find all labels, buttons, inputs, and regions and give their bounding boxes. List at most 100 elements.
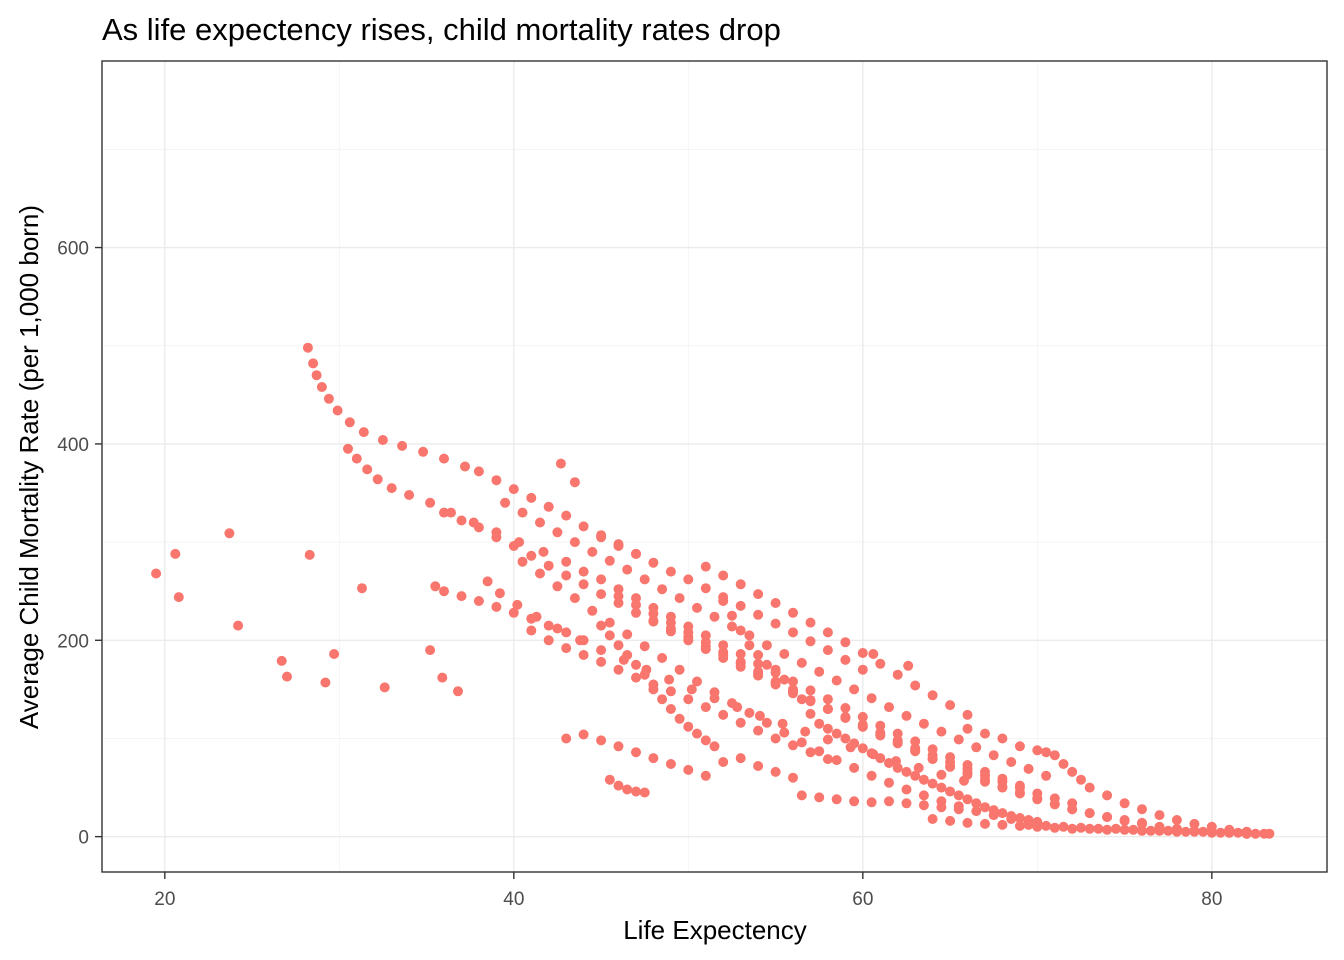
data-point — [1014, 780, 1025, 791]
data-point — [700, 561, 711, 572]
data-point — [1137, 804, 1147, 815]
data-point — [1014, 741, 1025, 752]
data-point — [753, 658, 764, 669]
data-point — [927, 778, 938, 789]
data-point — [805, 636, 816, 647]
x-axis: 20 40 60 80 — [154, 872, 1222, 910]
data-point — [1023, 763, 1034, 774]
data-point — [1250, 828, 1261, 839]
data-point — [596, 645, 607, 656]
data-point — [622, 564, 633, 575]
data-point — [1233, 827, 1243, 838]
data-point — [796, 790, 807, 801]
data-point — [674, 593, 685, 604]
data-point — [456, 515, 467, 526]
data-point — [849, 738, 860, 749]
data-point — [831, 728, 842, 739]
data-point — [631, 786, 641, 797]
data-point — [753, 589, 764, 600]
data-point — [683, 574, 694, 585]
data-point — [988, 750, 999, 761]
data-point — [437, 672, 448, 683]
data-point — [683, 694, 694, 705]
data-point — [1076, 774, 1086, 785]
data-point — [596, 589, 607, 600]
data-point — [927, 753, 938, 764]
data-point — [500, 497, 511, 508]
data-point — [1014, 820, 1025, 831]
data-point — [1032, 745, 1043, 756]
data-point — [302, 342, 313, 353]
data-point — [1058, 821, 1069, 832]
x-tick-label: 60 — [852, 889, 873, 910]
data-point — [648, 753, 659, 764]
data-point — [910, 745, 921, 756]
data-point — [491, 475, 502, 486]
data-point — [377, 435, 388, 445]
data-point — [735, 600, 746, 611]
data-point — [727, 621, 737, 632]
data-point — [491, 532, 502, 543]
data-point — [718, 640, 729, 651]
data-point — [857, 648, 868, 658]
data-point — [639, 787, 650, 798]
data-point — [718, 596, 729, 606]
data-point — [910, 680, 921, 691]
data-point — [631, 747, 641, 758]
y-tick-label: 600 — [57, 239, 89, 260]
data-point — [700, 702, 711, 713]
data-point — [517, 556, 528, 567]
data-point — [1084, 823, 1095, 834]
data-point — [538, 546, 549, 557]
data-point — [657, 584, 668, 595]
data-point — [494, 588, 505, 599]
data-point — [404, 490, 415, 500]
data-point — [1014, 813, 1025, 823]
data-point — [1076, 822, 1086, 833]
data-point — [657, 653, 668, 663]
data-point — [709, 741, 720, 752]
data-point — [587, 605, 598, 616]
data-point — [831, 675, 842, 686]
data-point — [1041, 747, 1052, 758]
data-point — [744, 630, 755, 641]
data-point — [927, 690, 938, 701]
data-point — [543, 560, 554, 571]
x-tick-label: 80 — [1201, 889, 1222, 910]
scatter-points — [151, 342, 1275, 839]
data-point — [439, 453, 449, 464]
data-point — [997, 781, 1008, 792]
data-point — [779, 727, 790, 738]
data-point — [1067, 823, 1078, 834]
data-point — [918, 800, 929, 811]
data-point — [358, 427, 369, 438]
data-point — [639, 669, 650, 680]
data-point — [753, 725, 764, 736]
data-point — [1067, 766, 1078, 777]
data-point — [664, 674, 675, 685]
data-point — [875, 720, 886, 731]
data-point — [962, 709, 973, 720]
data-point — [735, 625, 746, 636]
data-point — [857, 664, 868, 675]
data-point — [831, 794, 842, 805]
data-point — [910, 770, 921, 781]
data-point — [884, 796, 894, 807]
data-point — [1084, 808, 1095, 819]
data-point — [953, 790, 964, 801]
data-point — [866, 770, 877, 781]
data-point — [631, 607, 641, 618]
data-point — [735, 649, 746, 659]
data-point — [700, 735, 711, 746]
data-point — [372, 474, 383, 485]
data-point — [329, 649, 340, 659]
data-point — [735, 579, 746, 590]
data-point — [822, 723, 833, 734]
data-point — [543, 635, 554, 646]
data-point — [578, 650, 589, 660]
data-point — [561, 510, 572, 521]
data-point — [357, 583, 367, 594]
data-point — [857, 743, 868, 754]
data-point — [761, 659, 772, 670]
